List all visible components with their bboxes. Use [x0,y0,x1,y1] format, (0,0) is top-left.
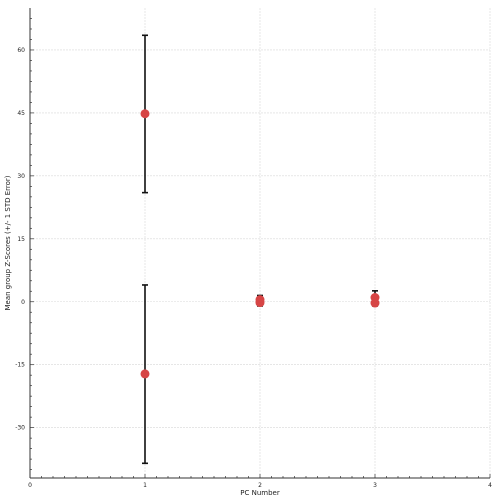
label-layer: -30 -15 0 15 30 45 60 0 1 2 3 4 [15,47,492,489]
data-point-marker [370,298,380,308]
y-tick-label: 30 [17,173,25,180]
y-axis-title: Mean group Z-Scores (+/- 1 STD Error) [4,175,12,310]
y-tick-label: 60 [17,47,25,54]
x-tick-label: 0 [28,482,32,489]
point-layer [140,109,380,379]
x-tick-label: 4 [488,482,492,489]
grid-layer [30,8,491,478]
y-tick-label: 45 [17,110,25,117]
x-tick-label: 1 [143,482,147,489]
y-tick-label: 0 [21,299,25,306]
y-tick-label: -15 [15,362,25,369]
axis-layer [29,8,491,479]
data-point-marker [255,298,265,308]
x-tick-label: 2 [258,482,262,489]
data-point-marker [140,109,150,119]
x-axis-title: PC Number [240,489,280,497]
y-tick-label: 15 [17,236,25,243]
x-tick-label: 3 [373,482,377,489]
data-point-marker [140,369,150,379]
y-tick-label: -30 [15,425,25,432]
